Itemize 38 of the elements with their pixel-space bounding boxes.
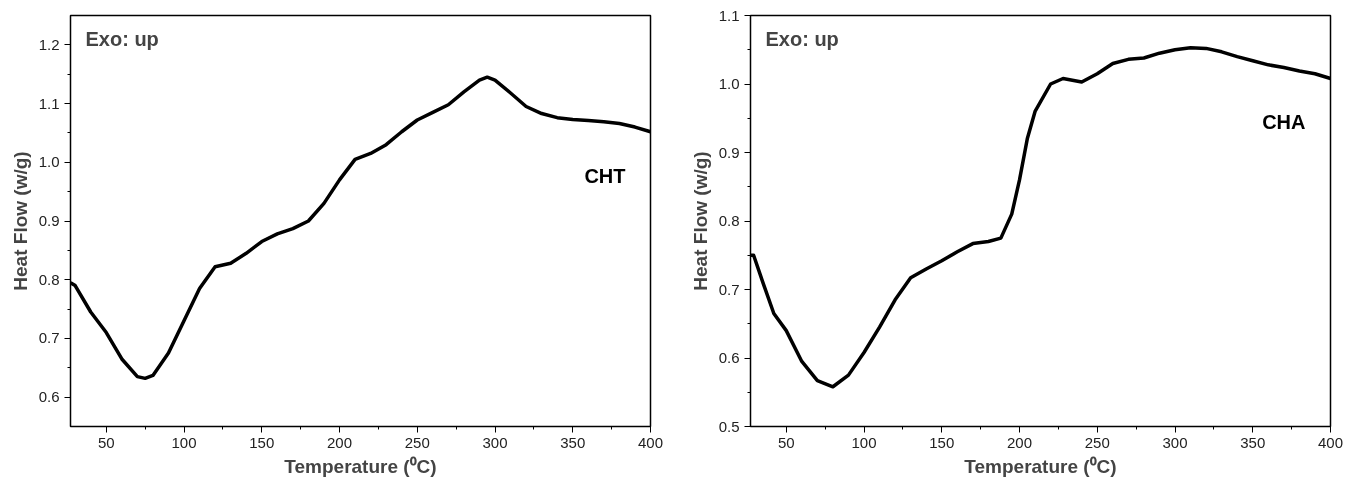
x-axis-title: Temperature (⁰C) xyxy=(284,455,437,477)
series-label: CHA xyxy=(1262,111,1306,134)
x-tick-label: 150 xyxy=(249,433,275,451)
x-axis-title: Temperature (⁰C) xyxy=(964,455,1117,477)
y-tick-label: 1.2 xyxy=(38,35,60,53)
x-tick-label: 200 xyxy=(326,433,353,451)
x-tick-label: 350 xyxy=(560,433,586,451)
y-tick-label: 0.7 xyxy=(718,280,740,298)
y-tick-label: 0.9 xyxy=(38,212,60,229)
y-tick-label: 0.9 xyxy=(718,143,740,161)
y-axis-title: Heat Flow (w/g) xyxy=(9,151,31,291)
x-tick-label: 350 xyxy=(1240,433,1266,451)
x-tick-label: 250 xyxy=(404,433,430,451)
y-tick-label: 0.6 xyxy=(718,349,740,366)
y-axis-title: Heat Flow (w/g) xyxy=(689,151,711,291)
y-tick-label: 1.0 xyxy=(718,75,740,92)
x-tick-label: 100 xyxy=(171,433,197,451)
x-tick-label: 100 xyxy=(851,433,877,451)
x-tick-label: 150 xyxy=(929,433,955,451)
y-tick-label: 0.5 xyxy=(718,417,740,435)
x-tick-label: 50 xyxy=(777,433,795,451)
x-tick-label: 300 xyxy=(1162,433,1188,451)
series-label: CHT xyxy=(584,164,626,187)
x-tick-label: 400 xyxy=(637,433,664,451)
x-tick-label: 200 xyxy=(1006,433,1033,451)
y-tick-label: 1.1 xyxy=(38,94,60,112)
x-tick-label: 400 xyxy=(1317,433,1344,451)
y-tick-label: 1.0 xyxy=(38,153,60,171)
annotation: Exo: up xyxy=(85,27,159,50)
x-tick-label: 300 xyxy=(482,433,508,451)
annotation: Exo: up xyxy=(765,27,839,50)
y-tick-label: 0.8 xyxy=(718,212,740,229)
y-tick-label: 1.1 xyxy=(718,6,740,24)
x-tick-label: 250 xyxy=(1084,433,1110,451)
y-tick-label: 0.7 xyxy=(38,329,60,347)
y-tick-label: 0.8 xyxy=(38,270,60,288)
y-tick-label: 0.6 xyxy=(38,388,60,406)
x-tick-label: 50 xyxy=(97,433,115,451)
